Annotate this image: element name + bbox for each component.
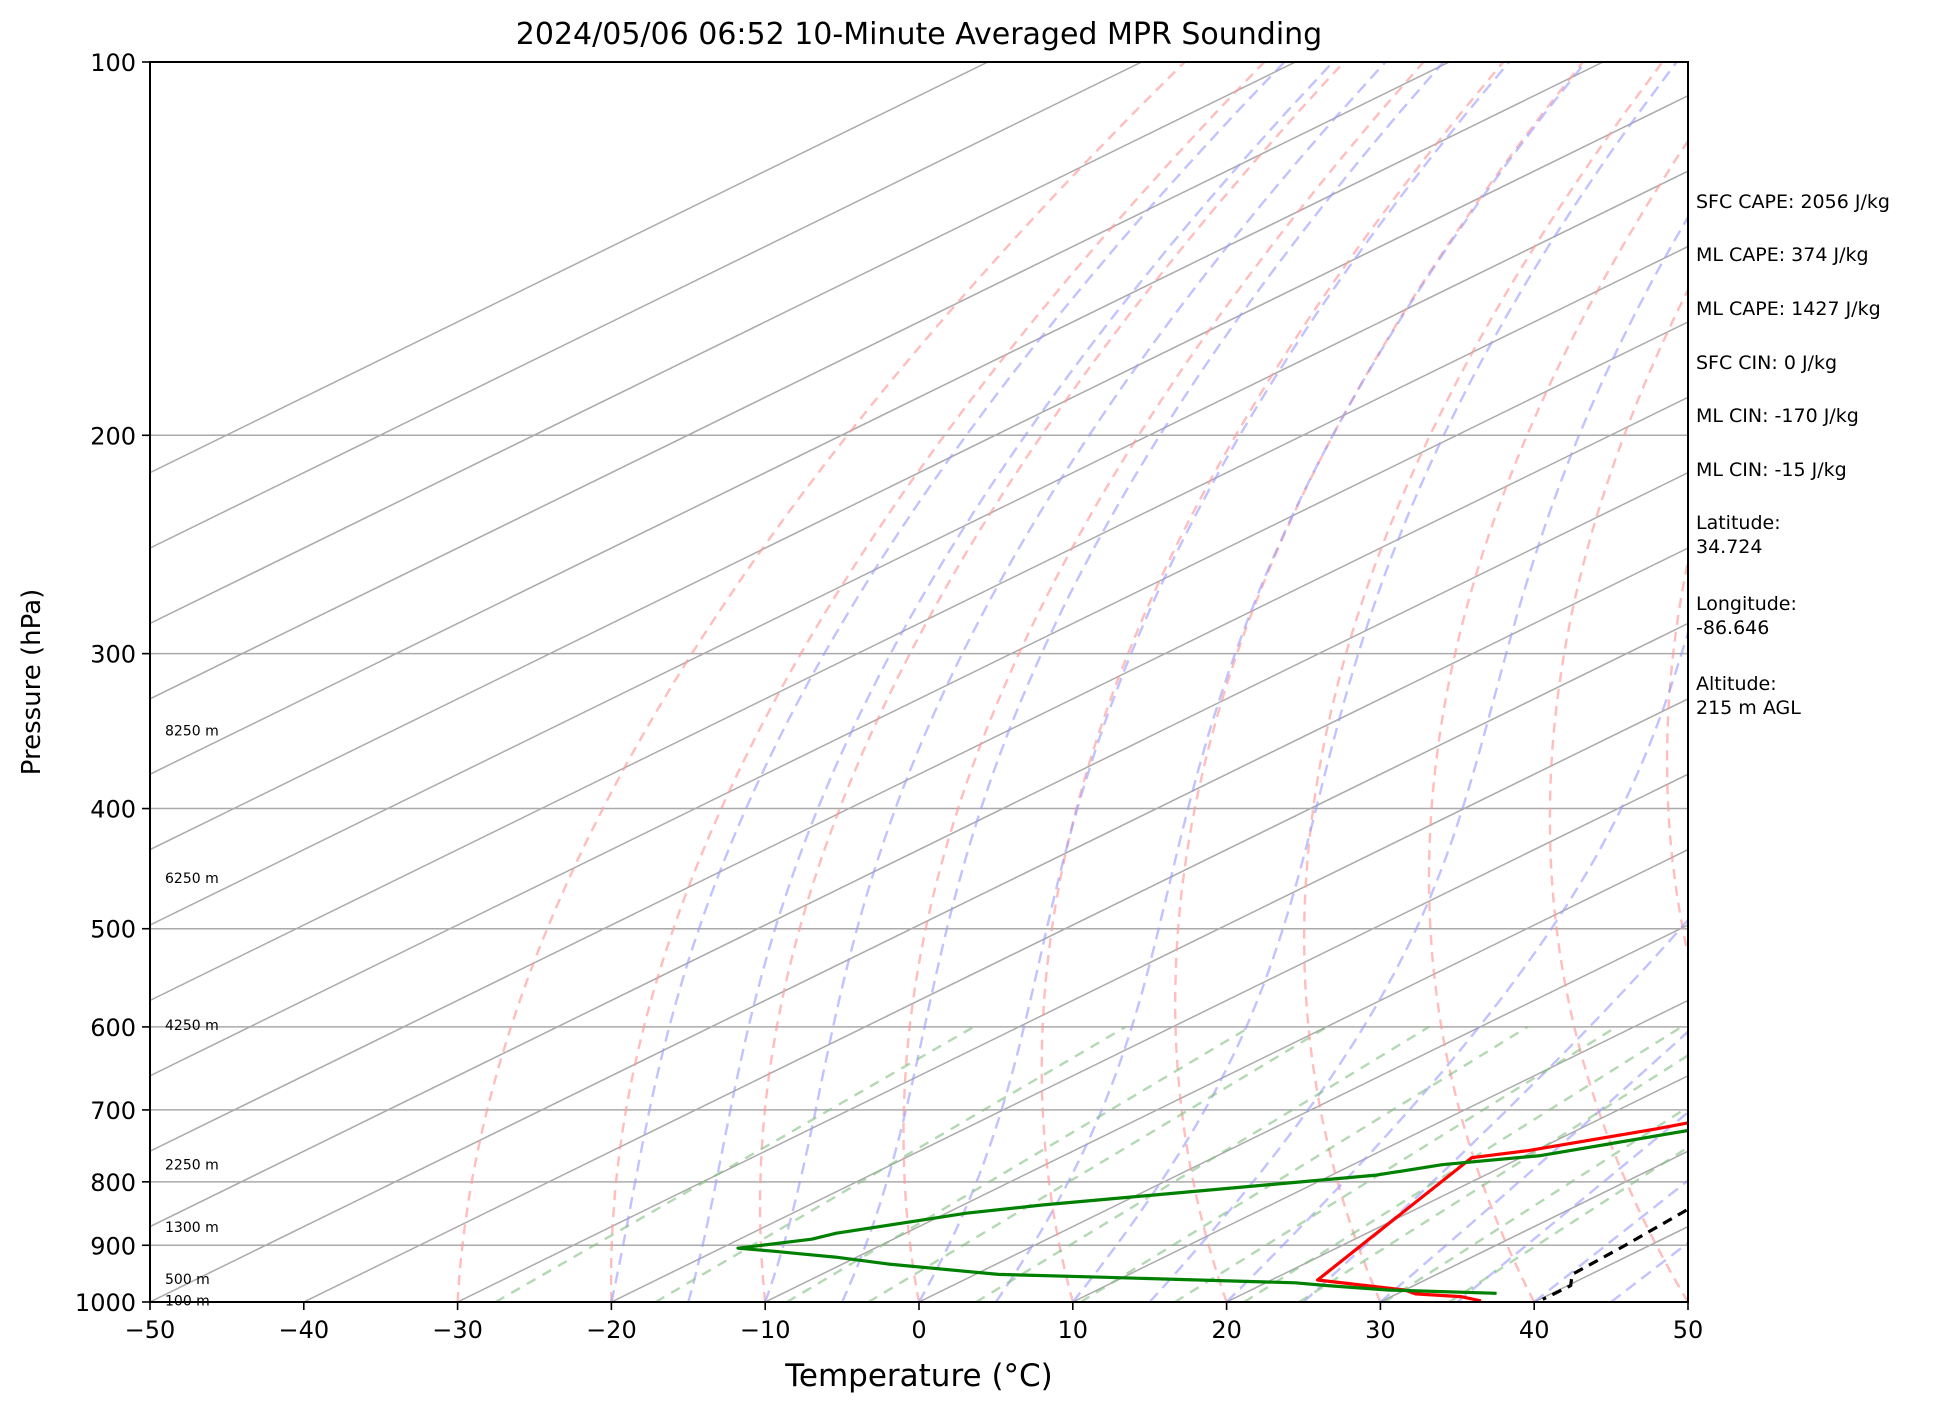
x-tick-label: −20 (586, 1316, 637, 1344)
moist-adiabat-line (687, 62, 1334, 1302)
isotherm-line (150, 62, 1450, 700)
x-tick-label: 10 (1058, 1316, 1089, 1344)
isotherm-line (150, 94, 1688, 851)
dry-adiabat-line (758, 62, 1345, 1302)
x-tick-label: 30 (1365, 1316, 1396, 1344)
isotherm-line (150, 547, 1688, 1302)
temperature-profile-line (1315, 1121, 1688, 1302)
x-tick-label: 50 (1673, 1316, 1704, 1344)
mixing-ratio-line (495, 1025, 975, 1302)
x-tick-label: −50 (125, 1316, 176, 1344)
moist-adiabat-line (1302, 918, 1688, 1302)
y-tick-label: 800 (90, 1169, 136, 1197)
parcel-profile-line (1542, 1207, 1688, 1301)
moist-adiabat-line (764, 62, 1387, 1302)
isotherm-line (1226, 1074, 1688, 1302)
dry-adiabat-line (1427, 138, 1688, 1302)
ml-cin-text: ML CIN: -170 J/kg (1696, 405, 1859, 427)
moist-adiabat-line (1071, 62, 1678, 1302)
moist-adiabat-line (610, 62, 1286, 1302)
isotherm-line (611, 773, 1688, 1302)
ml-cin-text-2: ML CIN: -15 J/kg (1696, 459, 1847, 481)
chart-title: 2024/05/06 06:52 10-Minute Averaged MPR … (516, 17, 1322, 52)
altitude-block: Altitude: 215 m AGL (1696, 672, 1801, 720)
longitude-block: Longitude: -86.646 (1696, 592, 1797, 640)
mixing-ratio-line (654, 1025, 1127, 1302)
isotherm-line (457, 698, 1688, 1302)
moist-adiabat-line (994, 62, 1587, 1302)
y-tick-label: 700 (90, 1097, 136, 1125)
x-tick-label: 20 (1211, 1316, 1242, 1344)
y-tick-label: 300 (90, 641, 136, 669)
mixing-ratio-line (975, 1025, 1430, 1302)
isotherm-line (150, 321, 1688, 1077)
x-tick-label: −40 (278, 1316, 329, 1344)
isotherm-line (1072, 999, 1688, 1302)
dry-adiabat-line (609, 62, 1266, 1302)
mixing-ratio-line (1174, 1025, 1617, 1302)
isotherm-line (764, 848, 1688, 1302)
height-label: 2250 m (165, 1158, 219, 1174)
height-label: 8250 m (165, 723, 219, 739)
longitude-value: -86.646 (1696, 617, 1770, 639)
height-label: 4250 m (165, 1018, 219, 1034)
height-label: 1300 m (165, 1220, 219, 1236)
dry-adiabat-line (1040, 62, 1505, 1302)
isotherm-line (303, 622, 1688, 1302)
isotherm-line (918, 924, 1688, 1302)
sfc-cin-text: SFC CIN: 0 J/kg (1696, 352, 1838, 374)
y-tick-label: 400 (90, 796, 136, 824)
altitude-value: 215 m AGL (1696, 697, 1801, 719)
height-label: 500 m (165, 1272, 210, 1288)
x-tick-label: −10 (740, 1316, 791, 1344)
latitude-value: 34.724 (1696, 536, 1763, 558)
y-tick-label: 600 (90, 1014, 136, 1042)
x-tick-label: 0 (911, 1316, 926, 1344)
altitude-label: Altitude: (1696, 673, 1777, 695)
mixing-ratio-line (1448, 1145, 1688, 1302)
isotherm-line (150, 471, 1688, 1228)
isotherm-line (150, 62, 1142, 549)
latitude-label: Latitude: (1696, 512, 1781, 534)
x-tick-label: −30 (432, 1316, 483, 1344)
moist-adiabat-line (1456, 1110, 1688, 1302)
y-tick-label: 1000 (75, 1289, 136, 1317)
moist-adiabat-line (1148, 214, 1688, 1302)
isotherm-line (150, 62, 1296, 625)
moist-adiabat-line (841, 62, 1445, 1302)
ml-cape-text: ML CAPE: 374 J/kg (1696, 244, 1869, 266)
moist-adiabat-line (1379, 1030, 1688, 1302)
isotherm-line (150, 396, 1688, 1153)
isotherm-line (150, 62, 1604, 776)
height-label: 6250 m (165, 871, 219, 887)
x-tick-label: 40 (1519, 1316, 1550, 1344)
ml-cape-text-2: ML CAPE: 1427 J/kg (1696, 298, 1881, 320)
y-tick-label: 900 (90, 1232, 136, 1260)
y-tick-label: 200 (90, 422, 136, 450)
y-tick-label: 500 (90, 916, 136, 944)
longitude-label: Longitude: (1696, 593, 1797, 615)
sfc-cape-text: SFC CAPE: 2056 J/kg (1696, 191, 1890, 213)
moist-adiabat-line (1225, 628, 1688, 1302)
dry-adiabat-line (1302, 62, 1664, 1302)
dewpoint-profile-line (736, 1128, 1688, 1295)
mixing-ratio-line (1383, 1105, 1688, 1302)
dry-adiabat-line (902, 62, 1425, 1302)
mixing-ratio-line (1080, 1025, 1529, 1302)
moist-adiabat-line (1533, 1179, 1688, 1302)
latitude-block: Latitude: 34.724 (1696, 511, 1781, 559)
isotherm-line (150, 170, 1688, 926)
mixing-ratio-line (1298, 1054, 1688, 1302)
isotherm-line (150, 62, 989, 474)
dry-adiabat-line (456, 62, 1186, 1302)
isotherm-line (150, 245, 1688, 1002)
x-axis-label: Temperature (°C) (784, 1358, 1053, 1394)
y-axis-label: Pressure (hPa) (17, 589, 47, 776)
dry-adiabat-line (1548, 287, 1688, 1302)
y-tick-label: 100 (90, 49, 136, 77)
